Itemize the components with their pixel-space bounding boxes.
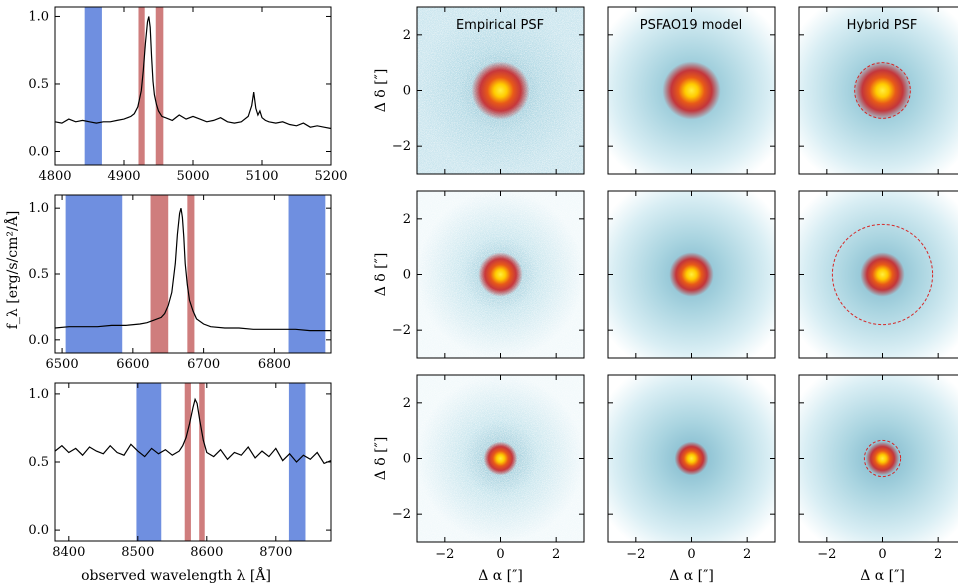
x-tick-label: 5100 <box>245 169 278 184</box>
x-tick-label: 6600 <box>116 357 149 372</box>
y-tick-label: 0.0 <box>28 333 49 348</box>
x-tick-label: 8600 <box>190 545 223 560</box>
psf-panel-r3-model: −2 0 2 <box>607 374 776 562</box>
spectrum-panel-1: 4800 4900 5000 5100 5200 0.0 0.5 1.0 <box>28 6 348 184</box>
psf-image <box>417 7 584 174</box>
psf-y-label: Δ δ [″] <box>373 69 389 113</box>
y-tick-label: −2 <box>392 139 411 154</box>
spectrum-line <box>54 208 331 332</box>
psf-core <box>860 252 905 297</box>
psf-core <box>669 252 714 297</box>
psf-panel-r1-model <box>607 6 776 175</box>
spectrum-line <box>54 16 332 130</box>
psf-core <box>865 441 900 476</box>
y-tick-label: 1.0 <box>28 387 49 402</box>
spectrum-panel-3: 8400 8500 8600 8700 0.0 0.5 1.0 <box>28 382 332 560</box>
x-tick-label: −2 <box>626 547 645 562</box>
x-tick-label: 8500 <box>121 545 154 560</box>
x-tick-label: 0 <box>496 547 504 562</box>
y-tick-label: 0.5 <box>28 267 49 282</box>
psf-y-label: Δ δ [″] <box>373 437 389 481</box>
aperture-circle <box>863 439 902 478</box>
spectra-y-label: f_λ [erg/s/cm²/Å] <box>3 211 21 330</box>
y-tick-label: 2 <box>403 28 411 43</box>
y-tick-label: 2 <box>403 396 411 411</box>
spectrum-line <box>54 397 332 465</box>
x-tick-label: 4900 <box>107 169 140 184</box>
x-tick-label: 2 <box>934 547 942 562</box>
x-tick-label: 6500 <box>46 357 79 372</box>
x-tick-label: 0 <box>687 547 695 562</box>
x-tick-label: 2 <box>552 547 560 562</box>
x-tick-label: 4800 <box>38 169 71 184</box>
psf-panel-r2-hybrid <box>798 190 958 359</box>
psf-image <box>799 7 958 174</box>
y-tick-label: 0 <box>403 268 411 283</box>
x-tick-label: 5200 <box>314 169 347 184</box>
x-tick-label: 0 <box>878 547 886 562</box>
spectrum-panel-2: 6500 6600 6700 6800 0.0 0.5 1.0 <box>28 194 332 372</box>
y-tick-label: 0 <box>403 84 411 99</box>
line-band-1 <box>184 383 191 541</box>
continuum-band-1 <box>65 195 123 353</box>
continuum-band-1 <box>84 7 102 165</box>
psf-core <box>483 441 518 476</box>
line-band-2 <box>155 7 164 165</box>
psf-panel-r3-hybrid: −2 0 2 <box>798 374 958 562</box>
column-title-hybrid: Hybrid PSF <box>847 18 918 33</box>
y-tick-label: 0 <box>403 452 411 467</box>
line-band-1 <box>150 195 169 353</box>
y-tick-label: 1.0 <box>28 201 49 216</box>
psf-image <box>608 191 775 358</box>
psf-panel-r1-empirical: −2 0 2 <box>392 6 585 175</box>
x-tick-label: 5000 <box>176 169 209 184</box>
x-tick-label: −2 <box>435 547 454 562</box>
y-tick-label: 0.0 <box>28 523 49 538</box>
y-tick-label: −2 <box>392 507 411 522</box>
psf-core <box>662 61 721 120</box>
psf-image <box>608 375 775 542</box>
line-band-2 <box>199 383 205 541</box>
y-tick-label: −2 <box>392 323 411 338</box>
psf-x-label: Δ α [″] <box>860 568 905 584</box>
y-tick-label: 0.5 <box>28 455 49 470</box>
psf-panel-r2-empirical: −2 0 2 <box>392 190 585 359</box>
psf-panel-r3-empirical: −2 0 2 −2 0 2 <box>392 374 585 562</box>
psf-image <box>608 7 775 174</box>
spectra-x-label: observed wavelength λ [Å] <box>81 566 271 584</box>
continuum-band-2 <box>288 195 326 353</box>
psf-core <box>471 61 530 120</box>
psf-image <box>417 375 584 542</box>
psf-grid: −2 0 2 Δ δ [″] −2 0 2 Δ δ [″] −2 0 2 −2 0 2 −2 0 2 −2 0 2 Δ … <box>373 6 958 584</box>
y-tick-label: 0.0 <box>28 144 49 159</box>
psf-image <box>417 191 584 358</box>
x-tick-label: 6800 <box>258 357 291 372</box>
x-tick-label: 6700 <box>187 357 220 372</box>
psf-image <box>799 375 958 542</box>
psf-core <box>674 441 709 476</box>
line-band-2 <box>187 195 195 353</box>
aperture-circle <box>831 223 934 326</box>
psf-image <box>799 191 958 358</box>
x-tick-label: 2 <box>743 547 751 562</box>
column-title-empirical: Empirical PSF <box>456 18 544 33</box>
psf-panel-r2-model <box>607 190 776 359</box>
psf-core <box>853 61 912 120</box>
aperture-circle <box>854 62 911 119</box>
psf-x-label: Δ α [″] <box>669 568 714 584</box>
psf-y-label: Δ δ [″] <box>373 253 389 297</box>
y-tick-label: 1.0 <box>28 9 49 24</box>
spectra-column: 4800 4900 5000 5100 5200 0.0 0.5 1.0 6500 6600 670… <box>28 6 348 560</box>
x-tick-label: 8400 <box>52 545 85 560</box>
x-tick-label: 8700 <box>259 545 292 560</box>
psf-core <box>478 252 523 297</box>
psf-x-label: Δ α [″] <box>478 568 523 584</box>
continuum-band-1 <box>136 383 162 541</box>
psf-panel-r1-hybrid <box>798 6 958 175</box>
x-tick-label: −2 <box>817 547 836 562</box>
column-title-model: PSFAO19 model <box>640 18 742 33</box>
y-tick-label: 0.5 <box>28 77 49 92</box>
y-tick-label: 2 <box>403 212 411 227</box>
